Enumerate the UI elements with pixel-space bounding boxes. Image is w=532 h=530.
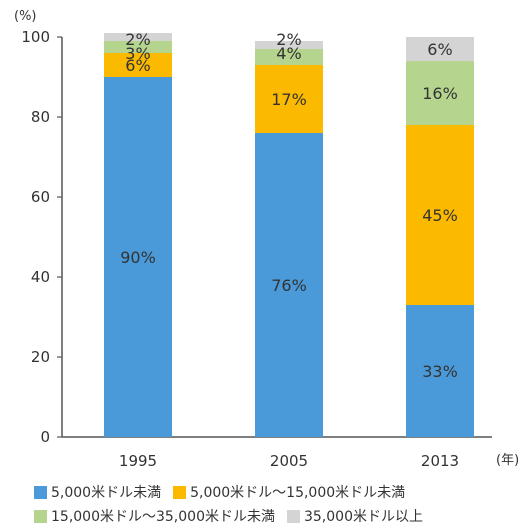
- data-label: 6%: [125, 56, 150, 75]
- y-tick-label: 100: [21, 28, 50, 46]
- x-tick-label: 2005: [270, 452, 308, 470]
- y-tick-label: 20: [31, 348, 50, 366]
- data-label: 3%: [125, 44, 150, 63]
- x-ticks: 1995 2005 2013: [119, 452, 459, 470]
- bar-segment: [255, 65, 323, 133]
- data-label: 76%: [271, 276, 307, 295]
- legend-label-5000-15000: 5,000米ドル～15,000米ドル未満: [190, 485, 406, 501]
- bar-segment: [104, 33, 172, 41]
- legend-item-over-35000: 35,000米ドル以上: [286, 506, 423, 526]
- bar-segment: [104, 53, 172, 77]
- legend-swatch-5000-15000: [173, 485, 187, 499]
- bar-segment: [255, 133, 323, 437]
- legend-label-under-5000: 5,000米ドル未満: [51, 485, 162, 501]
- legend-label-15000-35000: 15,000米ドル～35,000米ドル未満: [51, 509, 275, 525]
- bar-segment: [406, 37, 474, 61]
- bar-segment: [255, 41, 323, 49]
- legend-swatch-under-5000: [34, 485, 47, 499]
- data-label: 45%: [422, 206, 458, 225]
- data-label: 2%: [276, 30, 301, 49]
- y-tick-label: 0: [40, 428, 50, 446]
- legend-item-under-5000: 5,000米ドル未満: [34, 482, 161, 502]
- data-label: 90%: [120, 248, 156, 267]
- legend-row: 15,000米ドル～35,000米ドル未満 35,000米ドル以上: [34, 504, 524, 528]
- y-tick-label: 40: [31, 268, 50, 286]
- legend: 5,000米ドル未満 5,000米ドル～15,000米ドル未満 15,000米ド…: [34, 480, 524, 528]
- legend-row: 5,000米ドル未満 5,000米ドル～15,000米ドル未満: [34, 480, 524, 504]
- x-tick-label: 2013: [421, 452, 459, 470]
- y-ticks: 0 20 40 60 80 100: [21, 28, 62, 446]
- legend-item-15000-35000: 15,000米ドル～35,000米ドル未満: [34, 506, 275, 526]
- x-tick-label: 1995: [119, 452, 157, 470]
- y-tick-label: 60: [31, 188, 50, 206]
- legend-item-5000-15000: 5,000米ドル～15,000米ドル未満: [173, 482, 405, 502]
- data-label: 2%: [125, 30, 150, 49]
- legend-swatch-over-35000: [286, 509, 300, 523]
- data-label: 16%: [422, 84, 458, 103]
- bars: 90%6%3%2%76%17%4%2%33%45%16%6%: [104, 30, 474, 437]
- bar-segment: [406, 125, 474, 305]
- legend-swatch-15000-35000: [34, 509, 47, 523]
- data-label: 6%: [427, 40, 452, 59]
- legend-label-over-35000: 35,000米ドル以上: [303, 509, 423, 525]
- y-unit-label: (%): [14, 9, 37, 24]
- bar-segment: [406, 61, 474, 125]
- data-label: 33%: [422, 362, 458, 381]
- x-unit-label: (年): [496, 453, 519, 468]
- data-label: 17%: [271, 90, 307, 109]
- bar-segment: [104, 77, 172, 437]
- bar-segment: [104, 41, 172, 53]
- y-tick-label: 80: [31, 108, 50, 126]
- bar-segment: [406, 305, 474, 437]
- bar-segment: [255, 49, 323, 65]
- data-label: 4%: [276, 44, 301, 63]
